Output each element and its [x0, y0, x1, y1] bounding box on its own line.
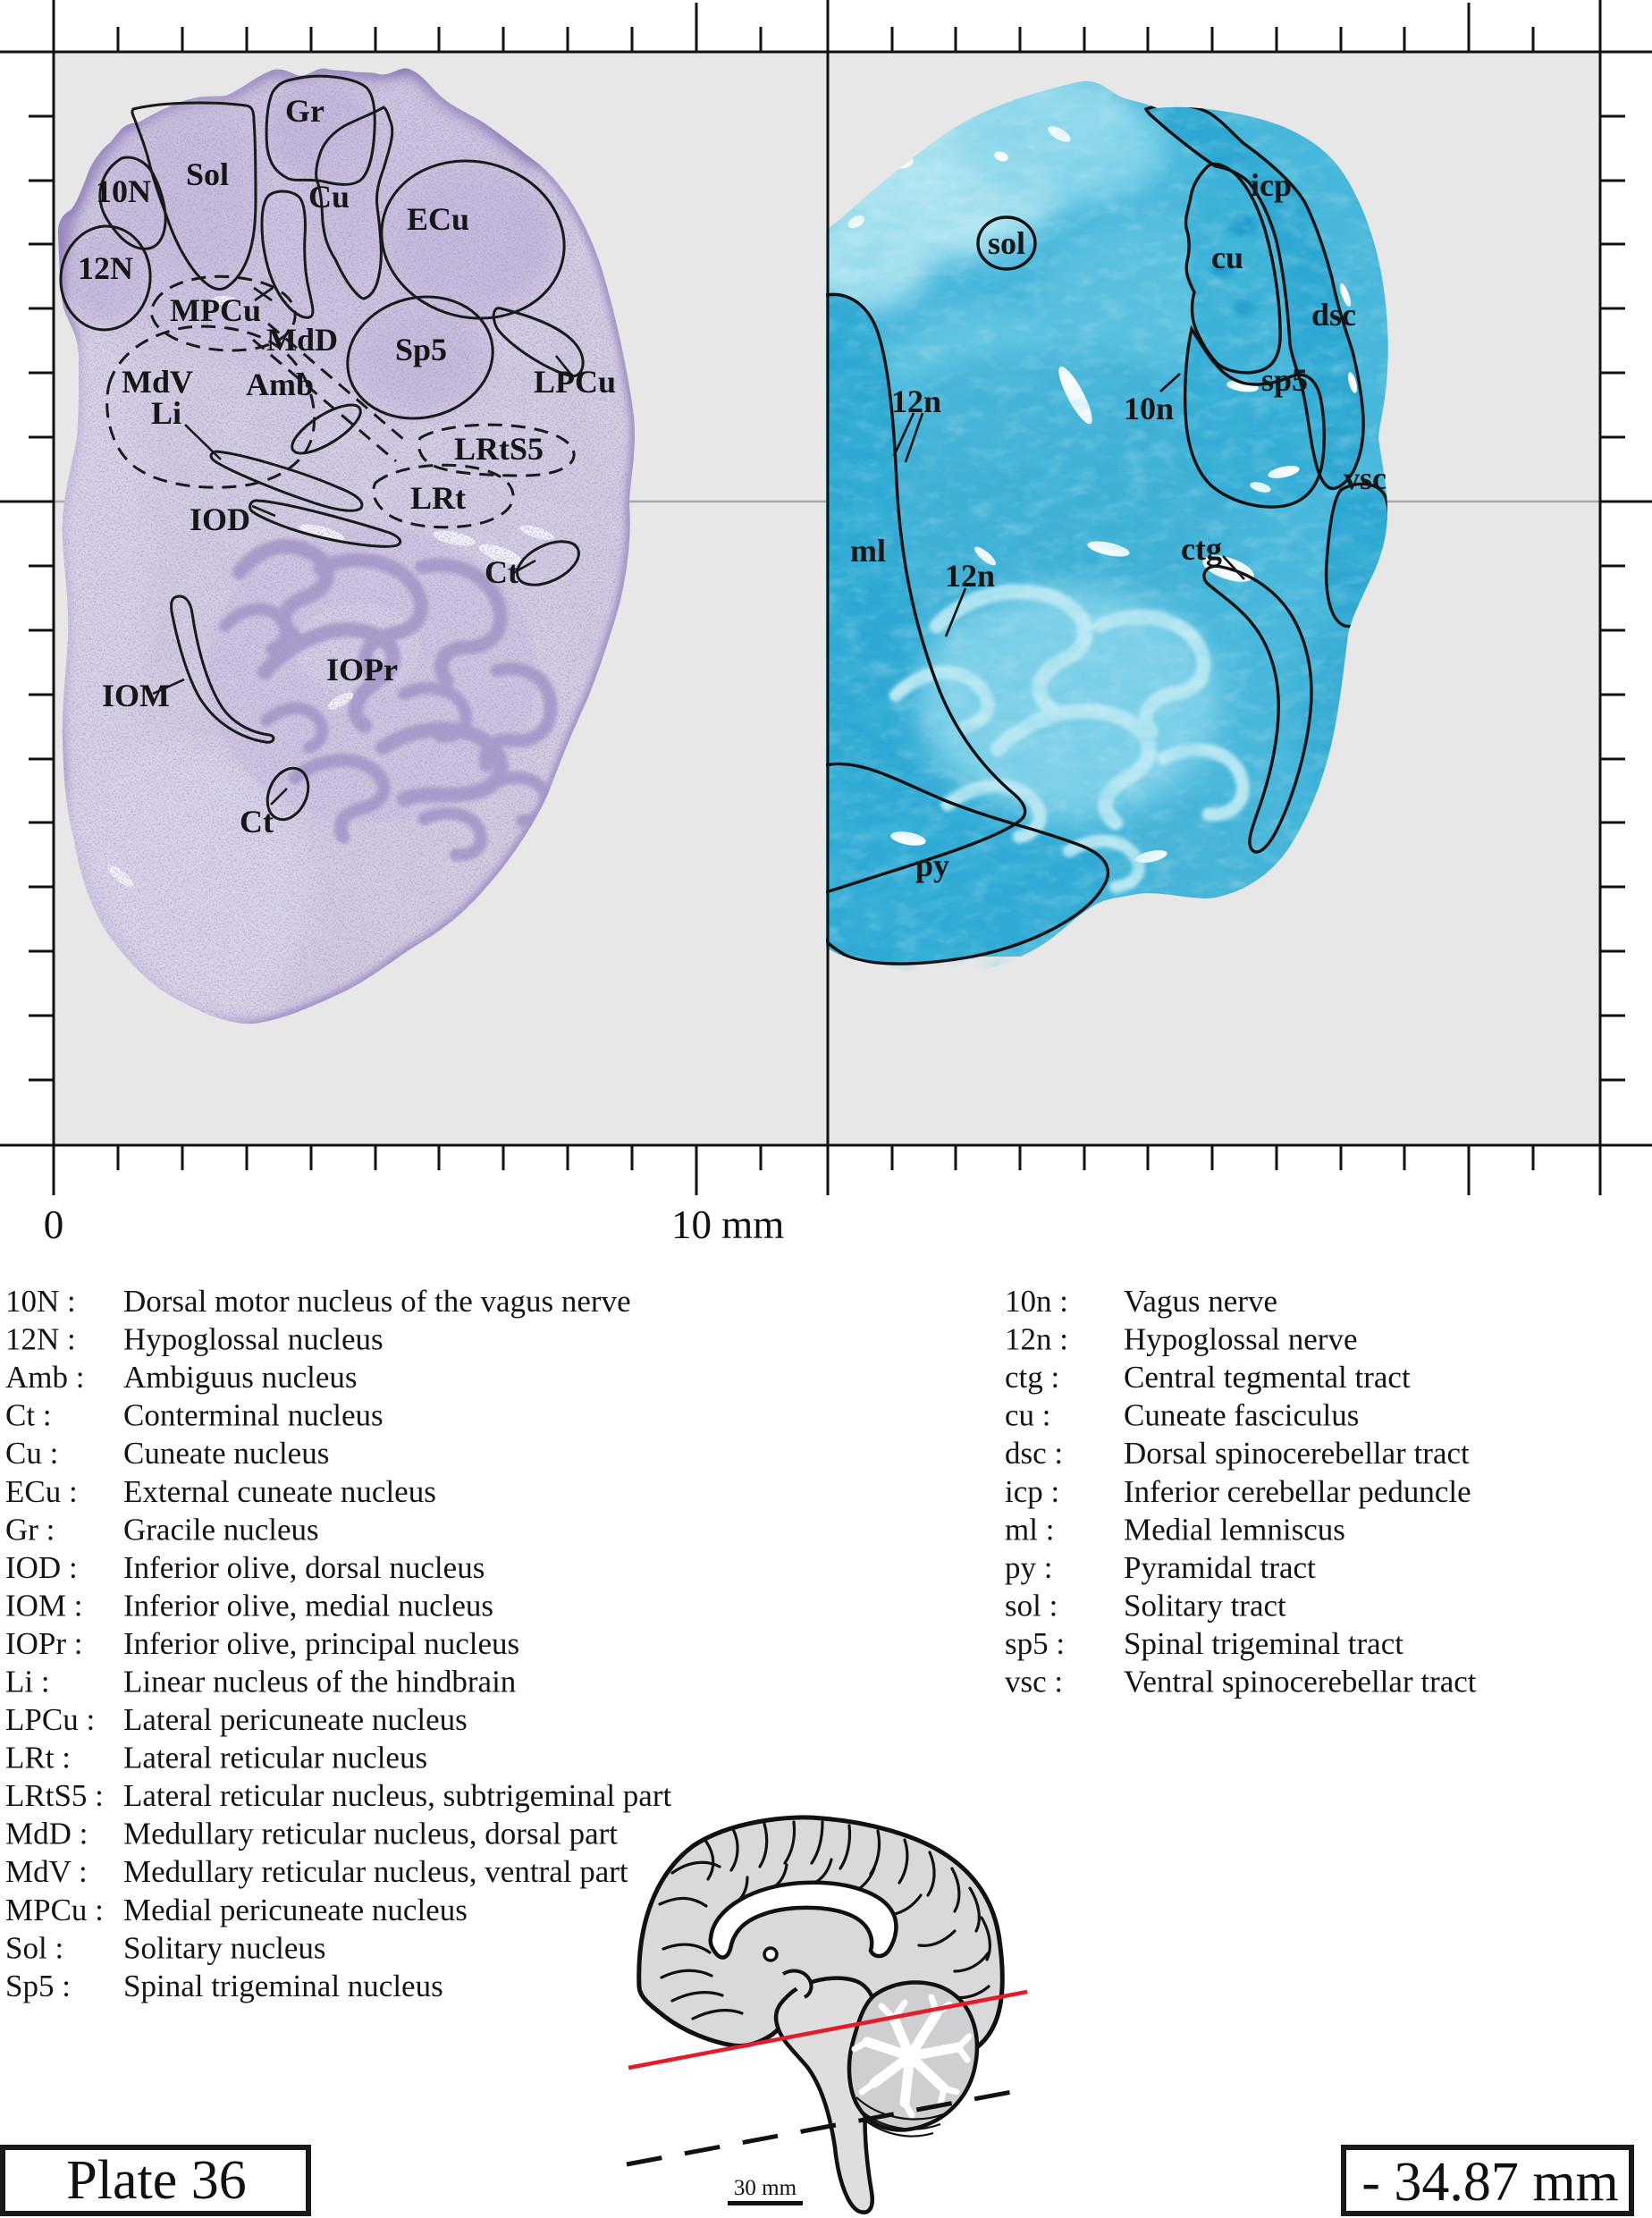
svg-text:12n :: 12n : [1005, 1322, 1068, 1357]
svg-text:sp5: sp5 [1261, 362, 1308, 398]
svg-text:py: py [915, 848, 949, 883]
svg-text:Amb :: Amb : [5, 1360, 84, 1395]
svg-text:Ct: Ct [485, 554, 518, 590]
svg-text:12n: 12n [945, 558, 995, 594]
svg-text:Pyramidal tract: Pyramidal tract [1124, 1550, 1316, 1585]
svg-text:MdD: MdD [266, 322, 338, 358]
svg-text:Plate 36: Plate 36 [66, 2150, 246, 2211]
svg-text:Medullary reticular nucleus, d: Medullary reticular nucleus, dorsal part [123, 1817, 618, 1851]
svg-text:10N :: 10N : [5, 1284, 76, 1319]
svg-text:Linear nucleus of the hindbrai: Linear nucleus of the hindbrain [123, 1665, 516, 1699]
svg-text:MPCu: MPCu [170, 292, 261, 328]
svg-text:0: 0 [44, 1202, 64, 1247]
svg-text:Lateral reticular nucleus, sub: Lateral reticular nucleus, subtrigeminal… [123, 1778, 671, 1813]
svg-text:Medial pericuneate nucleus: Medial pericuneate nucleus [123, 1893, 468, 1927]
svg-text:Sp5: Sp5 [395, 332, 447, 367]
svg-text:12N: 12N [78, 250, 133, 286]
svg-text:Inferior olive, medial nucleus: Inferior olive, medial nucleus [123, 1588, 493, 1623]
svg-text:ECu :: ECu : [5, 1474, 78, 1509]
svg-text:Ct: Ct [240, 804, 274, 839]
svg-text:10n: 10n [1124, 391, 1174, 426]
svg-text:IOD: IOD [190, 502, 250, 537]
svg-text:Ventral spinocerebellar tract: Ventral spinocerebellar tract [1124, 1665, 1477, 1699]
svg-text:12n: 12n [891, 384, 941, 419]
svg-text:MPCu :: MPCu : [5, 1893, 104, 1927]
svg-text:LRt: LRt [410, 480, 466, 516]
svg-text:Spinal trigeminal tract: Spinal trigeminal tract [1124, 1626, 1403, 1661]
svg-text:Gr :: Gr : [5, 1512, 55, 1547]
svg-text:Inferior cerebellar peduncle: Inferior cerebellar peduncle [1124, 1474, 1471, 1509]
svg-text:Conterminal nucleus: Conterminal nucleus [123, 1398, 384, 1433]
svg-text:Lateral reticular nucleus: Lateral reticular nucleus [123, 1741, 427, 1775]
svg-text:Cu: Cu [308, 179, 350, 215]
svg-text:30 mm: 30 mm [734, 2176, 797, 2200]
svg-text:LPCu: LPCu [534, 364, 616, 400]
svg-text:Central tegmental tract: Central tegmental tract [1124, 1360, 1411, 1395]
svg-text:ECu: ECu [407, 201, 469, 237]
svg-text:vsc: vsc [1344, 460, 1386, 496]
svg-text:IOPr: IOPr [326, 652, 398, 687]
svg-text:IOPr :: IOPr : [5, 1626, 83, 1661]
svg-text:Li :: Li : [5, 1665, 50, 1699]
svg-text:ctg: ctg [1181, 531, 1222, 567]
svg-text:Solitary tract: Solitary tract [1124, 1588, 1286, 1623]
svg-text:vsc :: vsc : [1005, 1665, 1063, 1699]
svg-text:LRtS5 :: LRtS5 : [5, 1778, 104, 1813]
svg-text:MdD :: MdD : [5, 1817, 88, 1851]
svg-text:Cu :: Cu : [5, 1436, 58, 1471]
svg-text:dsc :: dsc : [1005, 1436, 1063, 1471]
svg-text:sol: sol [988, 225, 1025, 261]
svg-text:10n :: 10n : [1005, 1284, 1068, 1319]
svg-text:Hypoglossal nerve: Hypoglossal nerve [1124, 1322, 1357, 1357]
svg-text:LPCu :: LPCu : [5, 1702, 95, 1737]
svg-text:Lateral pericuneate nucleus: Lateral pericuneate nucleus [123, 1702, 468, 1737]
svg-text:Li: Li [151, 395, 181, 431]
svg-text:Sp5 :: Sp5 : [5, 1969, 71, 2003]
svg-text:Hypoglossal nucleus: Hypoglossal nucleus [123, 1322, 384, 1357]
svg-text:MdV :: MdV : [5, 1854, 88, 1889]
svg-text:sol :: sol : [1005, 1588, 1058, 1623]
svg-text:Gracile nucleus: Gracile nucleus [123, 1512, 319, 1547]
svg-text:LRtS5: LRtS5 [454, 431, 544, 467]
svg-text:dsc: dsc [1311, 297, 1356, 333]
svg-text:MdV: MdV [122, 364, 193, 400]
svg-text:Dorsal motor nucleus of the va: Dorsal motor nucleus of the vagus nerve [123, 1284, 631, 1319]
svg-text:Ambiguus nucleus: Ambiguus nucleus [123, 1360, 358, 1395]
svg-text:12N :: 12N : [5, 1322, 76, 1357]
svg-text:Sol: Sol [186, 156, 229, 192]
svg-text:icp :: icp : [1005, 1474, 1059, 1509]
svg-text:Amb: Amb [246, 367, 314, 402]
svg-text:sp5 :: sp5 : [1005, 1626, 1065, 1661]
svg-text:cu :: cu : [1005, 1398, 1051, 1433]
svg-text:Inferior olive, dorsal nucleus: Inferior olive, dorsal nucleus [123, 1550, 485, 1585]
svg-text:ctg :: ctg : [1005, 1360, 1059, 1395]
svg-text:Spinal trigeminal nucleus: Spinal trigeminal nucleus [123, 1969, 443, 2003]
svg-text:cu: cu [1211, 240, 1243, 275]
svg-text:Ct :: Ct : [5, 1398, 52, 1433]
svg-text:ml: ml [850, 533, 886, 569]
svg-text:- 34.87 mm: - 34.87 mm [1361, 2152, 1619, 2213]
svg-text:Gr: Gr [285, 93, 324, 129]
svg-text:Inferior olive, principal nucl: Inferior olive, principal nucleus [123, 1626, 519, 1661]
svg-text:py :: py : [1005, 1550, 1052, 1585]
svg-text:icp: icp [1251, 167, 1292, 203]
svg-text:Cuneate nucleus: Cuneate nucleus [123, 1436, 329, 1471]
svg-text:Medial lemniscus: Medial lemniscus [1124, 1512, 1345, 1547]
svg-text:IOM :: IOM : [5, 1588, 83, 1623]
svg-text:Solitary nucleus: Solitary nucleus [123, 1930, 326, 1965]
svg-text:Medullary reticular nucleus, v: Medullary reticular nucleus, ventral par… [123, 1854, 628, 1889]
svg-text:Dorsal spinocerebellar tract: Dorsal spinocerebellar tract [1124, 1436, 1470, 1471]
svg-text:IOD :: IOD : [5, 1550, 78, 1585]
svg-text:LRt :: LRt : [5, 1741, 71, 1775]
svg-text:Vagus nerve: Vagus nerve [1124, 1284, 1277, 1319]
svg-text:External cuneate nucleus: External cuneate nucleus [123, 1474, 436, 1509]
svg-text:10 mm: 10 mm [671, 1202, 784, 1247]
svg-text:Cuneate fasciculus: Cuneate fasciculus [1124, 1398, 1359, 1433]
svg-text:Sol :: Sol : [5, 1930, 63, 1965]
svg-text:IOM: IOM [102, 678, 170, 713]
svg-text:ml :: ml : [1005, 1512, 1054, 1547]
svg-text:10N: 10N [96, 173, 151, 209]
